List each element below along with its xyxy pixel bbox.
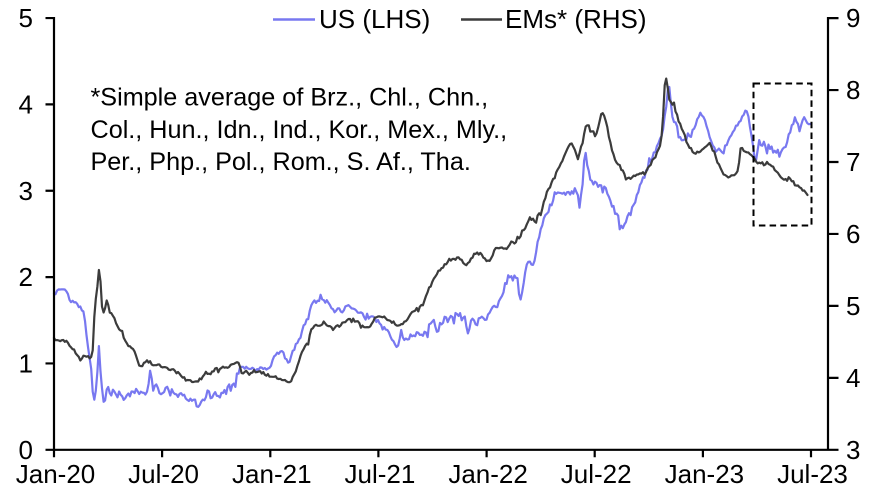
- svg-text:Jul-20: Jul-20: [128, 459, 199, 489]
- svg-text:6: 6: [846, 219, 860, 249]
- svg-text:3: 3: [846, 435, 860, 465]
- svg-text:8: 8: [846, 75, 860, 105]
- svg-text:Jan-23: Jan-23: [665, 459, 745, 489]
- svg-text:Col., Hun., Idn., Ind., Kor.,: Col., Hun., Idn., Ind., Kor., Mex., Mly.…: [91, 116, 508, 144]
- svg-text:0: 0: [19, 435, 33, 465]
- svg-text:2: 2: [19, 262, 33, 292]
- svg-text:Jul-22: Jul-22: [561, 459, 632, 489]
- svg-text:EMs* (RHS): EMs* (RHS): [505, 4, 647, 34]
- svg-text:3: 3: [19, 176, 33, 206]
- svg-text:7: 7: [846, 147, 860, 177]
- svg-text:Jul-21: Jul-21: [344, 459, 415, 489]
- svg-text:9: 9: [846, 3, 860, 33]
- svg-text:5: 5: [19, 3, 33, 33]
- svg-text:4: 4: [846, 363, 860, 393]
- svg-text:Jan-21: Jan-21: [232, 459, 312, 489]
- svg-text:Jul-23: Jul-23: [777, 459, 848, 489]
- svg-text:US (LHS): US (LHS): [319, 4, 430, 34]
- svg-text:1: 1: [19, 349, 33, 379]
- svg-text:5: 5: [846, 291, 860, 321]
- svg-text:4: 4: [19, 89, 33, 119]
- svg-text:Jan-22: Jan-22: [448, 459, 528, 489]
- svg-text:*Simple average of Brz., Chl.,: *Simple average of Brz., Chl., Chn.,: [91, 84, 489, 112]
- svg-text:Per., Php., Pol., Rom., S. Af.: Per., Php., Pol., Rom., S. Af., Tha.: [91, 148, 471, 176]
- svg-text:Jan-20: Jan-20: [16, 459, 96, 489]
